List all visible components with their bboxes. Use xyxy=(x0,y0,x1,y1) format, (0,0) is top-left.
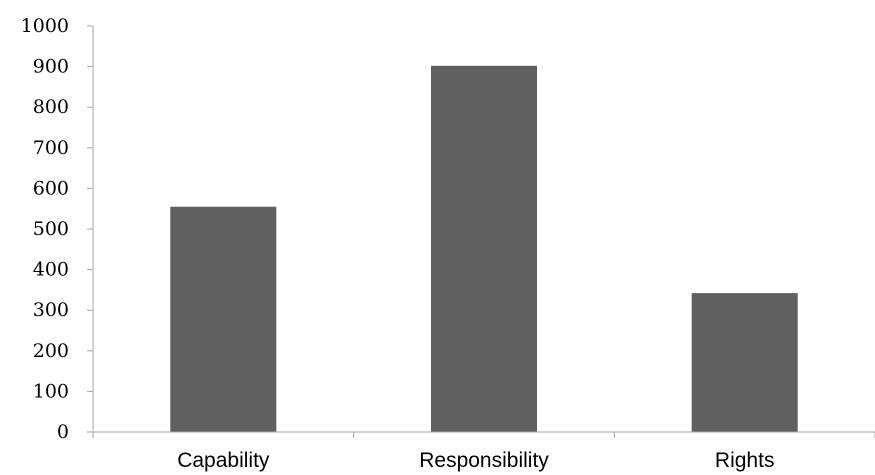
bar-capability xyxy=(170,206,277,432)
y-tick-label: 1000 xyxy=(21,15,69,37)
bars-group xyxy=(170,65,798,433)
y-tick-label: 500 xyxy=(33,218,69,240)
x-tick-label: Rights xyxy=(715,449,775,472)
y-tick-label: 400 xyxy=(33,259,69,281)
y-tick-label: 600 xyxy=(33,177,69,199)
y-tick-label: 100 xyxy=(33,380,69,402)
x-tick-label: Capability xyxy=(177,449,270,472)
y-ticks-group: 0 100 200 300 400 500 600 700 800 900 1000 xyxy=(21,15,93,443)
bar-responsibility xyxy=(431,65,537,433)
y-tick-label: 800 xyxy=(33,96,69,118)
y-tick-label: 700 xyxy=(33,137,69,159)
y-tick-label: 0 xyxy=(57,421,69,443)
y-tick-label: 900 xyxy=(33,56,69,78)
y-tick-label: 300 xyxy=(33,299,69,321)
bar-rights xyxy=(691,293,798,432)
x-tick-label: Responsibility xyxy=(419,449,549,472)
x-ticks-group: Capability Responsibility Rights xyxy=(92,432,875,472)
y-tick-label: 200 xyxy=(33,340,69,362)
